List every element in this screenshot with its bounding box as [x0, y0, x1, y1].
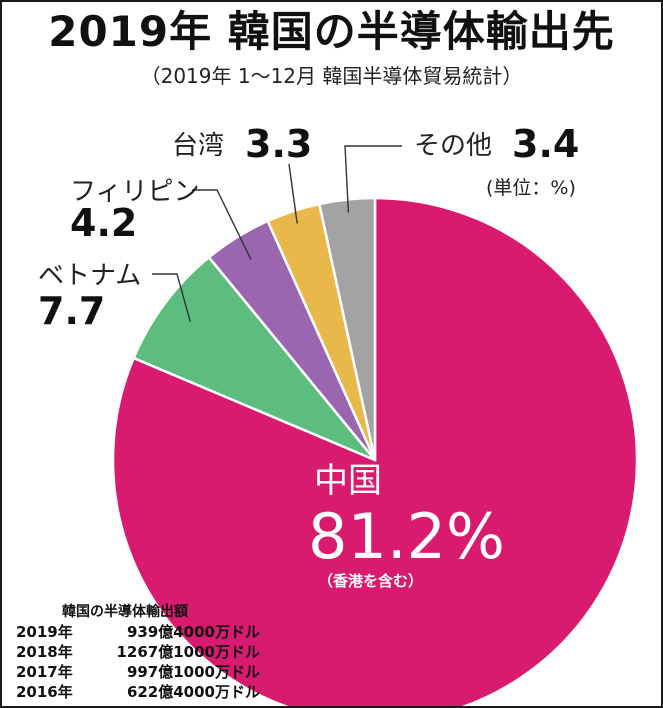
slice-label-china-name: 中国 [314, 461, 382, 501]
slice-label-taiwan-value: 3.3 [245, 122, 312, 166]
slice-label-china-value: 81.2% [308, 500, 505, 573]
leader-line-taiwan [288, 163, 298, 224]
slice-label-china-note: （香港を含む） [318, 572, 423, 590]
export-amount: 939億4000万ドル [126, 623, 260, 641]
export-year: 2018年 [16, 643, 73, 661]
export-row: 2018年 1267億1000万ドル [16, 642, 260, 662]
unit-label: (単位：%) [486, 177, 576, 199]
pie-slice-vietnam [132, 255, 376, 462]
slice-label-philippines-name: フィリピン [70, 177, 199, 207]
slice-label-philippines-value: 4.2 [70, 201, 137, 245]
export-amount: 1267億1000万ドル [116, 643, 261, 661]
slice-label-vietnam-value: 7.7 [38, 289, 105, 333]
slice-label-vietnam-name: ベトナム [38, 261, 141, 291]
leader-line-philippines [192, 189, 252, 260]
export-amount-table: 韓国の半導体輸出額 2019年 939億4000万ドル 2018年 1267億1000… [16, 602, 260, 702]
leader-line-vietnam [152, 273, 192, 323]
slice-label-other-value: 3.4 [512, 122, 579, 166]
pie-slice-other [317, 196, 377, 461]
slice-label-taiwan-name: 台湾 [172, 131, 224, 161]
export-row: 2016年 622億4000万ドル [16, 682, 260, 702]
export-year: 2016年 [16, 683, 73, 701]
chart-subtitle: （2019年 1～12月 韓国半導体貿易統計） [140, 64, 523, 88]
export-year: 2019年 [16, 623, 73, 641]
export-row: 2019年 939億4000万ドル [16, 622, 260, 642]
export-year: 2017年 [16, 663, 73, 681]
leader-line-other [344, 145, 402, 213]
chart-title: 2019年 韓国の半導体輸出先 [48, 7, 615, 56]
slice-label-other-name: その他 [414, 131, 492, 161]
export-table-title: 韓国の半導体輸出額 [62, 604, 188, 620]
export-amount: 997億1000万ドル [126, 663, 260, 681]
export-amount: 622億4000万ドル [126, 683, 260, 701]
export-row: 2017年 997億1000万ドル [16, 662, 260, 682]
pie-slice-china [111, 196, 639, 706]
